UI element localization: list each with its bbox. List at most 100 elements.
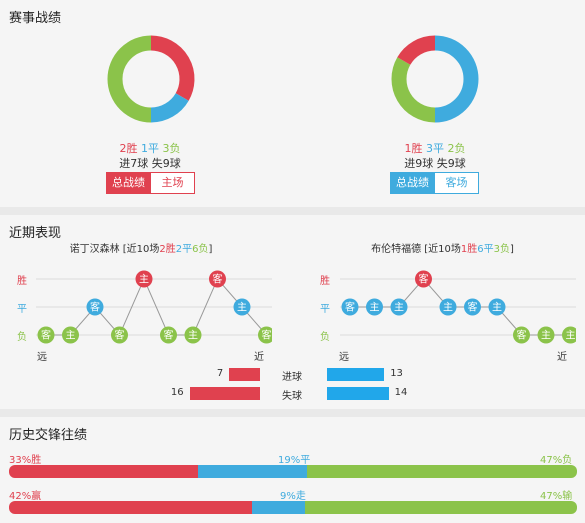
away-axis-near: 近 (557, 352, 567, 363)
home-match-venue: 客 (115, 329, 125, 342)
home-team-name: 诺丁汉森林 (69, 244, 120, 255)
away-axis-draw: 平 (320, 304, 330, 315)
history-row1-right: 47%负 (540, 455, 573, 466)
away-axis-loss: 负 (320, 332, 330, 343)
away-match-venue: 主 (443, 302, 453, 314)
donut-home-slice-0 (150, 35, 195, 101)
conceded-label: 失球 (282, 391, 302, 402)
donut-away-slice-1 (391, 57, 436, 123)
recent-title: 近期表现 (9, 226, 62, 241)
home-draw: 1平 (141, 142, 159, 155)
home-axis-loss: 负 (17, 332, 27, 343)
home-axis-draw: 平 (17, 304, 27, 315)
away-recent-l: 3负 (493, 244, 511, 255)
away-recent-summary: 布伦特福德 [近10场1胜6平3负] (300, 240, 585, 255)
recent-panel: 近期表现 诺丁汉森林 [近10场2胜2平6负] 布伦特福德 [近10场1胜6平3… (0, 215, 585, 409)
goals-home-value: 7 (216, 368, 224, 379)
home-donut (107, 35, 195, 123)
home-match-venue: 主 (139, 274, 149, 286)
goals-away-bar (327, 368, 385, 381)
history-row1-seg-draw (198, 465, 308, 478)
away-win: 1胜 (404, 142, 423, 155)
history-row2-seg-push (252, 501, 305, 514)
away-match-venue: 主 (566, 330, 576, 342)
away-match-point[interactable] (415, 270, 432, 288)
history-row1-left: 33%胜 (9, 455, 42, 466)
home-recent-l: 6负 (192, 244, 209, 255)
home-match-point[interactable] (37, 326, 55, 344)
history-row1-mid: 19%平 (278, 455, 311, 466)
away-trend-line (350, 278, 571, 336)
history-panel: 历史交锋往绩 33%胜 19%平 47%负 42%赢 9%走 47%输 (0, 417, 585, 523)
home-match-point[interactable] (62, 326, 79, 344)
away-match-point[interactable] (464, 298, 481, 316)
home-conceded: 失9球 (151, 157, 181, 170)
away-match-point[interactable] (537, 326, 555, 344)
away-tab-away[interactable]: 客场 (434, 172, 479, 194)
away-match-point[interactable] (513, 326, 530, 344)
home-tab-home[interactable]: 主场 (150, 172, 195, 194)
record-panel: 赛事战绩 2胜 1平 3负 进7球 失9球 总战绩 主场 1胜 3平 2负 进9… (0, 0, 585, 207)
home-match-venue: 客 (164, 329, 174, 342)
away-match-venue: 主 (370, 302, 380, 314)
away-axis-far: 远 (339, 352, 349, 363)
donut-home-slice-1 (150, 92, 189, 123)
record-title: 赛事战绩 (9, 11, 62, 26)
away-match-point[interactable] (488, 298, 506, 316)
away-match-venue: 客 (468, 301, 478, 314)
away-match-point[interactable] (439, 298, 457, 316)
away-loss: 2负 (447, 142, 466, 155)
home-summary-prefix: [近10场 (119, 244, 160, 255)
home-match-point[interactable] (135, 270, 153, 288)
away-tab-total[interactable]: 总战绩 (390, 172, 435, 194)
history-row2-mid: 9%走 (280, 491, 306, 502)
away-goals-line: 进9球 失9球 (385, 155, 485, 171)
donut-home-slice-2 (107, 35, 152, 123)
home-match-venue: 主 (66, 330, 76, 342)
home-match-point[interactable] (86, 298, 104, 316)
away-match-venue: 主 (541, 330, 551, 342)
home-match-venue: 客 (262, 329, 272, 342)
conceded-home-value: 16 (170, 387, 184, 398)
away-match-point[interactable] (366, 298, 383, 316)
home-match-point[interactable] (233, 298, 251, 316)
history-row2-left: 42%赢 (9, 491, 42, 502)
away-match-point[interactable] (390, 298, 408, 316)
home-match-point[interactable] (184, 326, 202, 344)
home-axis-near: 近 (254, 352, 264, 363)
home-axis-win: 胜 (17, 276, 27, 287)
history-row1-seg-loss (307, 465, 577, 478)
away-draw: 3平 (426, 142, 444, 155)
away-summary-prefix: [近10场 (421, 244, 461, 255)
away-recent-w: 1胜 (460, 244, 478, 255)
history-row1-seg-win (9, 465, 199, 478)
away-trend-chart: 客主主客主客主客主主 (340, 270, 576, 344)
home-summary-suffix: ] (208, 244, 213, 255)
away-match-point[interactable] (341, 298, 359, 316)
away-conceded: 失9球 (436, 157, 466, 170)
home-match-point[interactable] (111, 326, 128, 344)
home-loss: 3负 (162, 142, 181, 155)
home-match-venue: 客 (41, 329, 51, 342)
home-recent-d: 2平 (175, 244, 193, 255)
away-match-venue: 客 (419, 273, 429, 286)
home-match-venue: 主 (237, 302, 247, 314)
conceded-away-bar (327, 387, 389, 400)
conceded-away-value: 14 (394, 387, 408, 398)
home-tab-total[interactable]: 总战绩 (106, 172, 151, 194)
history-row2-bar (9, 501, 577, 514)
donut-away-slice-0 (434, 35, 479, 123)
goals-label: 进球 (282, 372, 302, 383)
away-match-point[interactable] (562, 326, 576, 344)
donut-away-slice-2 (397, 35, 436, 66)
home-match-point[interactable] (258, 326, 272, 344)
away-summary-suffix: ] (510, 244, 514, 255)
away-match-venue: 客 (517, 329, 527, 342)
away-wdl: 1胜 3平 2负 (385, 140, 485, 156)
home-match-point[interactable] (160, 326, 177, 344)
away-recent-d: 6平 (477, 244, 494, 255)
away-match-venue: 主 (394, 302, 404, 314)
home-goals: 进7球 (119, 157, 149, 170)
home-match-point[interactable] (209, 270, 226, 288)
history-row2-right: 47%输 (540, 491, 573, 502)
